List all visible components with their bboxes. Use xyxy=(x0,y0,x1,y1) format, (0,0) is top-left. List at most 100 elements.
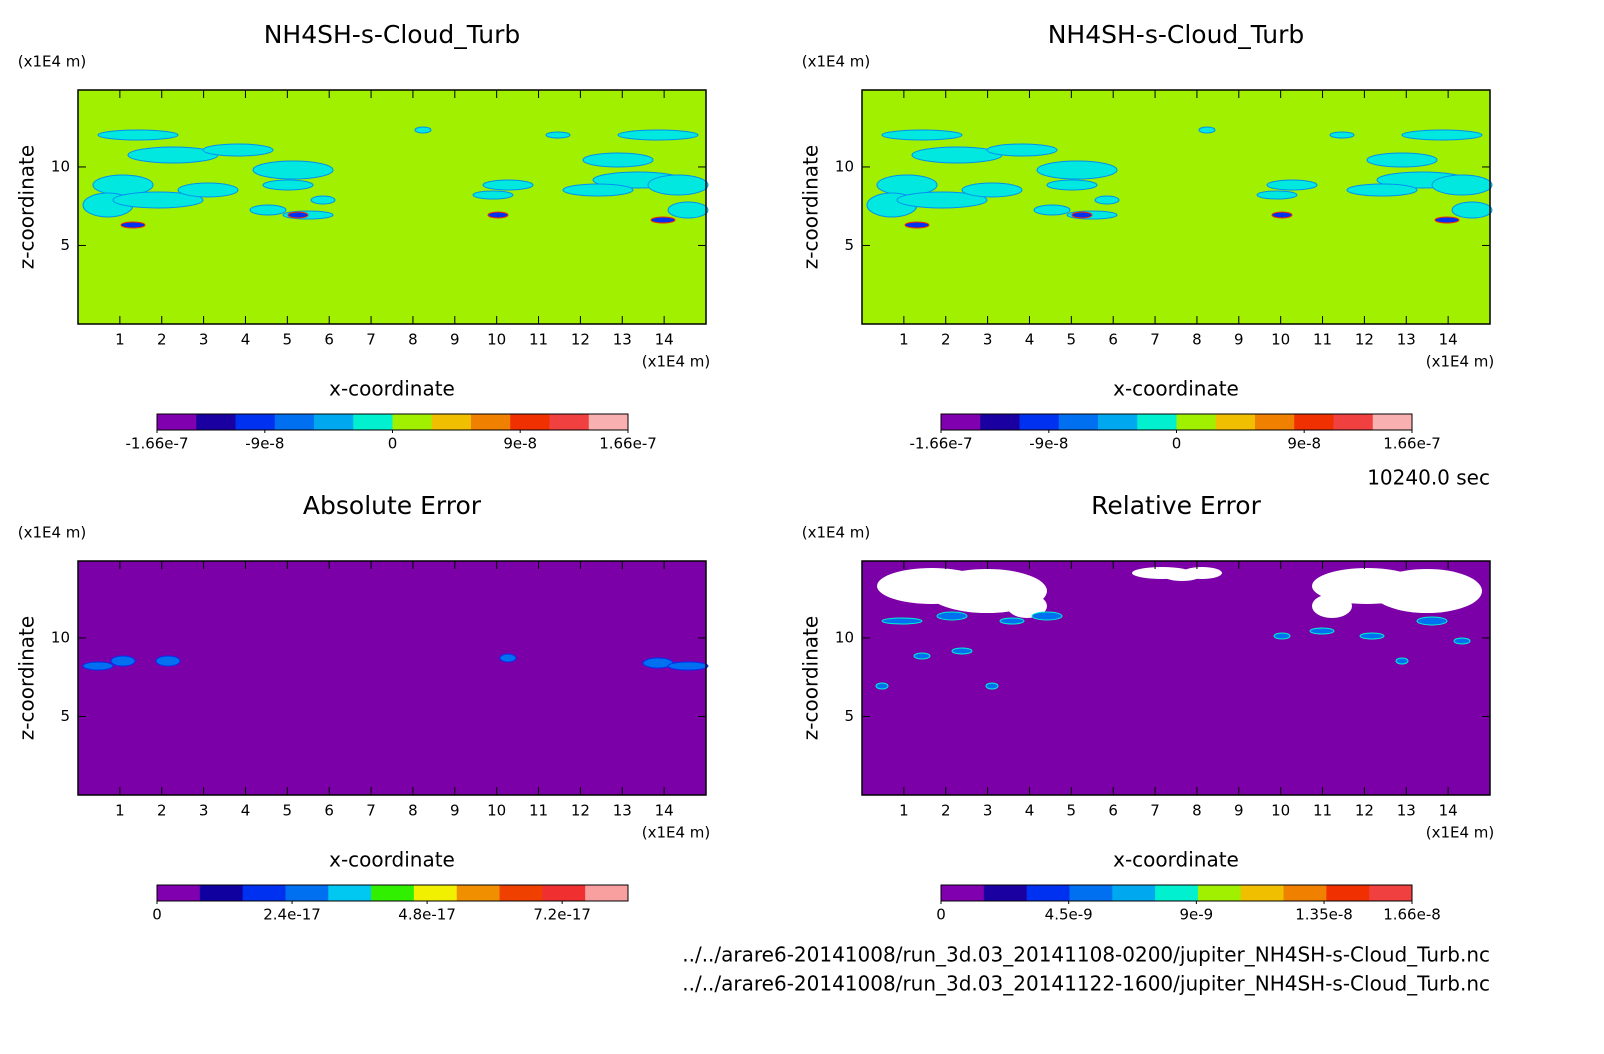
x-tick-label: 14 xyxy=(655,802,674,820)
x-axis-label: x-coordinate xyxy=(1113,377,1239,401)
contour-region xyxy=(986,143,1058,157)
contour-region xyxy=(961,182,1023,198)
x-tick-label: 9 xyxy=(1234,331,1244,349)
x-tick-label: 7 xyxy=(1150,331,1160,349)
colorbar-tick-label: 1.66e-8 xyxy=(1383,906,1441,924)
y-unit: (x1E4 m) xyxy=(802,524,871,542)
contour-region xyxy=(1346,183,1418,197)
colorbar-swatch xyxy=(588,414,629,430)
panel-title: NH4SH-s-Cloud_Turb xyxy=(1048,20,1305,49)
panel-title: Relative Error xyxy=(1091,491,1261,520)
x-tick-label: 5 xyxy=(1067,331,1077,349)
x-tick-label: 12 xyxy=(571,802,590,820)
contour-region xyxy=(913,652,931,660)
panel-title: Absolute Error xyxy=(303,491,482,520)
colorbar-swatch xyxy=(1137,414,1177,430)
x-tick-label: 1 xyxy=(899,331,909,349)
contour-region xyxy=(904,221,930,229)
x-tick-label: 12 xyxy=(1355,331,1374,349)
contour-region xyxy=(1036,160,1118,180)
x-tick-label: 9 xyxy=(450,802,460,820)
x-tick-label: 13 xyxy=(613,802,632,820)
x-tick-label: 2 xyxy=(157,802,167,820)
contour-region xyxy=(1451,201,1493,219)
contour-region xyxy=(545,131,571,139)
contour-region xyxy=(1434,216,1460,224)
contour-region xyxy=(1309,627,1335,635)
x-tick-label: 10 xyxy=(1271,802,1290,820)
contour-region xyxy=(110,655,136,667)
colorbar-tick-label: -1.66e-7 xyxy=(126,435,189,453)
colorbar-swatch xyxy=(431,414,472,430)
colorbar-swatch xyxy=(542,885,586,901)
contour-region xyxy=(1359,632,1385,640)
plot-frame xyxy=(77,560,707,796)
colorbar-swatch xyxy=(471,414,511,430)
colorbar-swatch xyxy=(585,885,629,901)
colorbar-frame xyxy=(940,884,1413,902)
x-tick-label: 7 xyxy=(366,802,376,820)
colorbar-swatch xyxy=(1197,885,1242,901)
colorbar-swatch xyxy=(274,414,315,430)
x-tick-label: 2 xyxy=(941,802,951,820)
panel-title: NH4SH-s-Cloud_Turb xyxy=(264,20,521,49)
x-tick-label: 8 xyxy=(408,802,418,820)
colorbar-tick-label: -9e-8 xyxy=(245,435,284,453)
colorbar-tick-label: 0 xyxy=(1172,435,1182,453)
field xyxy=(875,567,1482,690)
colorbar-swatch xyxy=(1369,885,1413,901)
contour-region xyxy=(1033,204,1071,216)
colorbar-swatch xyxy=(199,885,244,901)
colorbar-tick-label: 4.8e-17 xyxy=(398,906,456,924)
x-tick-label: 3 xyxy=(983,802,993,820)
colorbar-tick-label: 2.4e-17 xyxy=(263,906,321,924)
y-unit: (x1E4 m) xyxy=(18,53,87,71)
x-tick-label: 8 xyxy=(1192,802,1202,820)
x-tick-label: 14 xyxy=(1439,331,1458,349)
colorbar-swatch xyxy=(328,885,372,901)
y-tick-label: 5 xyxy=(844,236,854,254)
contour-region xyxy=(951,647,973,655)
x-tick-label: 6 xyxy=(324,331,334,349)
y-tick-label: 5 xyxy=(60,236,70,254)
x-axis-label: x-coordinate xyxy=(329,377,455,401)
colorbar-swatch xyxy=(983,885,1028,901)
contour-region xyxy=(1266,179,1318,191)
x-tick-label: 5 xyxy=(283,331,293,349)
x-tick-label: 6 xyxy=(324,802,334,820)
x-tick-label: 13 xyxy=(1397,802,1416,820)
y-tick-label: 10 xyxy=(835,628,854,646)
contour-region xyxy=(1416,616,1448,626)
x-tick-label: 13 xyxy=(1397,331,1416,349)
contour-region xyxy=(1256,190,1298,200)
colorbar-swatch xyxy=(941,885,985,901)
x-tick-label: 7 xyxy=(366,331,376,349)
contour-region xyxy=(667,201,709,219)
colorbar-tick-label: 1.66e-7 xyxy=(1383,435,1441,453)
contour-region xyxy=(1182,567,1222,579)
contour-region xyxy=(999,617,1025,625)
y-unit: (x1E4 m) xyxy=(802,53,871,71)
x-tick-label: 14 xyxy=(1439,802,1458,820)
colorbar-swatch xyxy=(1255,414,1295,430)
colorbar-tick-label: 7.2e-17 xyxy=(533,906,591,924)
x-tick-label: 9 xyxy=(1234,802,1244,820)
plot-frame xyxy=(861,560,1491,796)
contour-region xyxy=(1431,174,1493,196)
colorbar-swatch xyxy=(157,414,197,430)
colorbar-swatch xyxy=(1026,885,1070,901)
colorbar-swatch xyxy=(235,414,276,430)
colorbar-tick-label: 1.35e-8 xyxy=(1295,906,1353,924)
x-tick-label: 13 xyxy=(613,331,632,349)
x-tick-label: 1 xyxy=(115,331,125,349)
x-unit: (x1E4 m) xyxy=(642,353,711,371)
field xyxy=(82,653,709,671)
colorbar-swatch xyxy=(1240,885,1285,901)
y-tick-label: 5 xyxy=(844,707,854,725)
colorbar-tick-label: 4.5e-9 xyxy=(1045,906,1093,924)
colorbar-tick-label: 9e-8 xyxy=(1287,435,1321,453)
x-tick-label: 11 xyxy=(529,331,548,349)
x-tick-label: 7 xyxy=(1150,802,1160,820)
colorbar-swatch xyxy=(392,414,433,430)
colorbar-tick-label: -9e-8 xyxy=(1029,435,1068,453)
